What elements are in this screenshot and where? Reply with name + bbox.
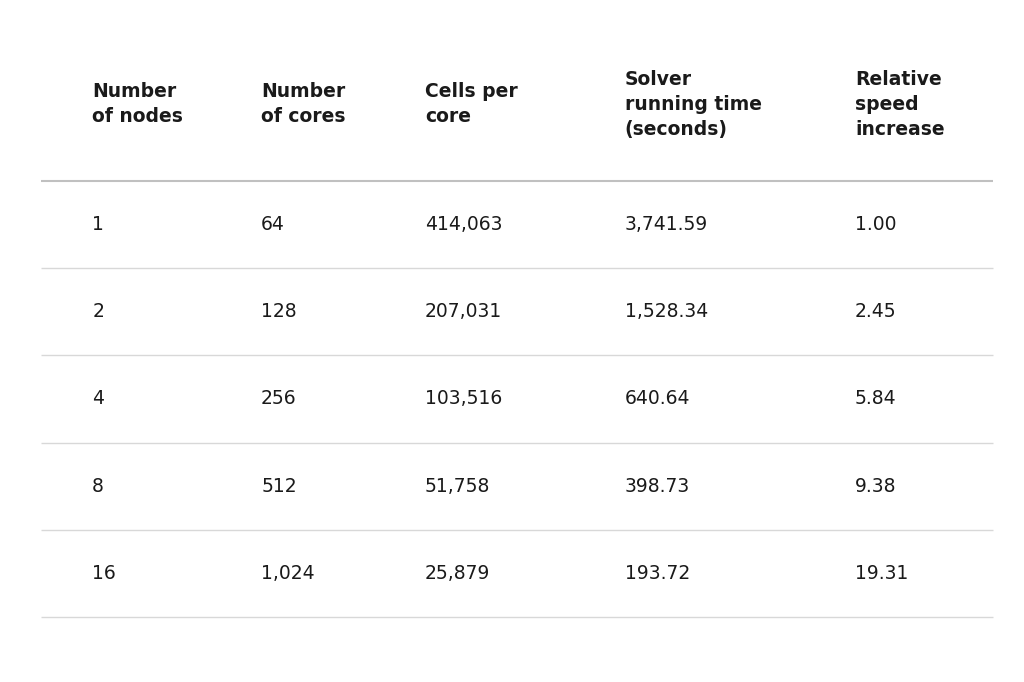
- Text: 51,758: 51,758: [425, 477, 490, 496]
- Text: 2.45: 2.45: [855, 302, 897, 321]
- Text: 1: 1: [92, 215, 104, 234]
- Text: 1,024: 1,024: [261, 564, 314, 583]
- Text: 25,879: 25,879: [425, 564, 490, 583]
- Text: 640.64: 640.64: [625, 389, 690, 409]
- Text: 5.84: 5.84: [855, 389, 897, 409]
- Text: Cells per
core: Cells per core: [425, 82, 518, 126]
- Text: 8: 8: [92, 477, 104, 496]
- Text: 4: 4: [92, 389, 104, 409]
- Text: 16: 16: [92, 564, 116, 583]
- Text: 414,063: 414,063: [425, 215, 503, 234]
- Text: Relative
speed
increase: Relative speed increase: [855, 70, 945, 138]
- Text: 128: 128: [261, 302, 297, 321]
- Text: 9.38: 9.38: [855, 477, 897, 496]
- Text: 256: 256: [261, 389, 297, 409]
- Text: 3,741.59: 3,741.59: [625, 215, 708, 234]
- Text: 512: 512: [261, 477, 297, 496]
- Text: Number
of nodes: Number of nodes: [92, 82, 183, 126]
- Text: 193.72: 193.72: [625, 564, 690, 583]
- Text: 2: 2: [92, 302, 104, 321]
- Text: 1.00: 1.00: [855, 215, 897, 234]
- Text: 207,031: 207,031: [425, 302, 502, 321]
- Text: 19.31: 19.31: [855, 564, 908, 583]
- Text: 1,528.34: 1,528.34: [625, 302, 708, 321]
- Text: Solver
running time
(seconds): Solver running time (seconds): [625, 70, 762, 138]
- Text: 64: 64: [261, 215, 285, 234]
- Text: 398.73: 398.73: [625, 477, 690, 496]
- Text: 103,516: 103,516: [425, 389, 502, 409]
- Text: Number
of cores: Number of cores: [261, 82, 346, 126]
